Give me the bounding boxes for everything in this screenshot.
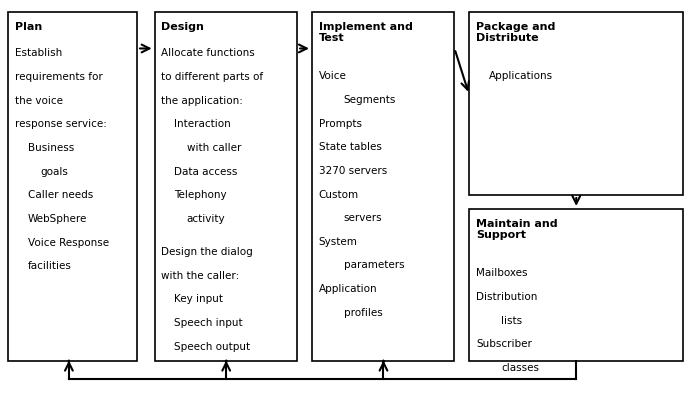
Text: Implement and
Test: Implement and Test <box>319 22 413 43</box>
Text: WebSphere: WebSphere <box>28 214 87 224</box>
Text: requirements for: requirements for <box>15 72 103 82</box>
Text: Interaction: Interaction <box>174 119 231 129</box>
Bar <box>469 12 683 195</box>
Text: 3270 servers: 3270 servers <box>319 166 387 176</box>
Text: with caller: with caller <box>187 143 241 153</box>
Text: goals: goals <box>40 167 68 177</box>
Text: facilities: facilities <box>28 261 72 271</box>
Text: Data access: Data access <box>174 167 237 177</box>
Text: Package and
Distribute: Package and Distribute <box>476 22 555 43</box>
Text: Segments: Segments <box>344 95 396 105</box>
Text: to different parts of: to different parts of <box>161 72 264 82</box>
Text: Custom: Custom <box>319 190 359 199</box>
Text: activity: activity <box>187 214 225 224</box>
Text: Prompts: Prompts <box>319 119 362 128</box>
Text: Telephony: Telephony <box>174 190 227 200</box>
Text: State tables: State tables <box>319 142 381 152</box>
Bar <box>469 209 683 361</box>
Text: Voice: Voice <box>319 71 347 81</box>
Text: classes: classes <box>501 363 539 373</box>
Text: Design: Design <box>161 22 205 32</box>
Text: Application: Application <box>319 284 377 294</box>
Text: lists: lists <box>501 316 522 325</box>
Text: Caller needs: Caller needs <box>28 190 93 200</box>
Text: response service:: response service: <box>15 119 107 129</box>
Text: Design the dialog: Design the dialog <box>161 247 253 257</box>
Text: with the caller:: with the caller: <box>161 271 239 281</box>
Text: Subscriber: Subscriber <box>476 339 532 349</box>
Text: Voice Response: Voice Response <box>28 238 109 247</box>
Text: Speech output: Speech output <box>174 342 250 351</box>
Text: Distribution: Distribution <box>476 292 537 302</box>
Text: Applications: Applications <box>489 71 553 81</box>
Text: Maintain and
Support: Maintain and Support <box>476 219 557 240</box>
Text: Key input: Key input <box>174 294 223 304</box>
Text: Allocate functions: Allocate functions <box>161 48 255 58</box>
Bar <box>8 12 137 361</box>
Text: Mailboxes: Mailboxes <box>476 268 528 278</box>
Text: the application:: the application: <box>161 96 244 106</box>
Text: Establish: Establish <box>15 48 63 58</box>
Bar <box>312 12 454 361</box>
Text: servers: servers <box>344 213 382 223</box>
Text: profiles: profiles <box>344 308 383 318</box>
Text: Plan: Plan <box>15 22 42 32</box>
Text: Business: Business <box>28 143 74 153</box>
Bar <box>155 12 297 361</box>
Text: parameters: parameters <box>344 260 404 270</box>
Text: System: System <box>319 237 358 247</box>
Text: Speech input: Speech input <box>174 318 243 328</box>
Text: the voice: the voice <box>15 96 63 106</box>
